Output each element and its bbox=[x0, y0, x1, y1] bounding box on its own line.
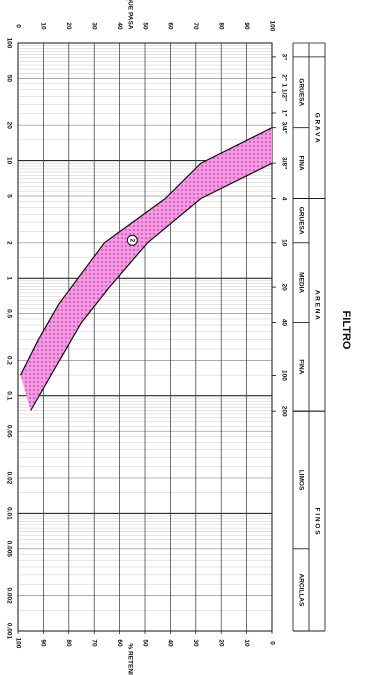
subzone-label: FINA bbox=[297, 359, 304, 374]
zone-label: F I N O S bbox=[313, 508, 320, 536]
y-tick-label: 70 bbox=[192, 22, 199, 30]
y2-tick-label: 100 bbox=[14, 638, 21, 649]
size-tick-label: 20 bbox=[5, 122, 12, 130]
sieve-label: 4 bbox=[280, 197, 287, 201]
size-tick-label: 0.1 bbox=[5, 391, 12, 400]
sieve-label: 1" bbox=[280, 110, 287, 117]
y-tick-label: 40 bbox=[116, 22, 123, 30]
size-tick-label: 0.005 bbox=[5, 541, 12, 558]
y-tick-label: 50 bbox=[141, 22, 148, 30]
sieve-label: 1 1/2" bbox=[280, 84, 287, 102]
y2-tick-label: 10 bbox=[243, 639, 250, 647]
y2-tick-label: 90 bbox=[40, 639, 47, 647]
sieve-label: 20 bbox=[280, 283, 287, 291]
y2-tick-label: 20 bbox=[217, 639, 224, 647]
size-tick-label: 0.5 bbox=[5, 309, 12, 318]
y-tick-label: 10 bbox=[40, 22, 47, 30]
sieve-label: 200 bbox=[280, 406, 287, 417]
y-tick-label: 100 bbox=[268, 21, 275, 32]
grading-line bbox=[30, 162, 273, 411]
y-tick-label: 0 bbox=[14, 24, 21, 28]
sieve-label: 10 bbox=[280, 239, 287, 247]
subzone-label: GRUESA bbox=[297, 78, 304, 106]
grading-line bbox=[20, 127, 273, 376]
x-axis-title: % RETENIDO bbox=[126, 643, 133, 675]
zone-label: A R E N A bbox=[313, 290, 320, 320]
y2-tick-label: 70 bbox=[90, 639, 97, 647]
size-tick-label: 0.001 bbox=[5, 623, 12, 640]
y-tick-label: 20 bbox=[65, 22, 72, 30]
subzone-label: MEDIA bbox=[297, 272, 304, 293]
subzone-label: ARCILLAS bbox=[297, 573, 304, 607]
sieve-label: 2" bbox=[280, 74, 287, 81]
sieve-label: 3/4" bbox=[280, 122, 287, 134]
size-tick-label: 100 bbox=[5, 38, 12, 49]
y-tick-label: 80 bbox=[217, 22, 224, 30]
zone-label: G R A V A bbox=[313, 113, 320, 143]
sieve-label: 3/8" bbox=[280, 157, 287, 169]
sieve-label: 40 bbox=[280, 319, 287, 327]
y2-tick-label: 80 bbox=[65, 639, 72, 647]
size-tick-label: 50 bbox=[5, 75, 12, 83]
size-tick-label: 0.05 bbox=[5, 425, 12, 438]
size-tick-label: 1 bbox=[5, 276, 12, 280]
size-tick-label: 0.002 bbox=[5, 587, 12, 604]
subzone-label: GRUESA bbox=[297, 207, 304, 235]
y2-tick-label: 30 bbox=[192, 639, 199, 647]
subzone-label: LIMOS bbox=[297, 470, 304, 491]
sieve-label: 3" bbox=[280, 54, 287, 61]
subzone-label: FINA bbox=[297, 156, 304, 171]
size-tick-label: 0.01 bbox=[5, 507, 12, 520]
y2-tick-label: 40 bbox=[167, 639, 174, 647]
band-fill bbox=[20, 127, 272, 411]
size-tick-label: 0.2 bbox=[5, 356, 12, 365]
size-tick-label: 10 bbox=[5, 157, 12, 165]
sieve-label: 100 bbox=[280, 370, 287, 381]
size-tick-label: 2 bbox=[5, 241, 12, 245]
annotation-circle bbox=[126, 234, 138, 246]
y2-tick-label: 50 bbox=[141, 639, 148, 647]
y2-tick-label: 0 bbox=[268, 641, 275, 645]
size-tick-label: 5 bbox=[5, 194, 12, 198]
chart-title: FILTRO bbox=[340, 311, 352, 350]
size-tick-label: 0.02 bbox=[5, 472, 12, 485]
y2-tick-label: 60 bbox=[116, 639, 123, 647]
y-tick-label: 90 bbox=[243, 22, 250, 30]
y-tick-label: 30 bbox=[90, 22, 97, 30]
plot-frame bbox=[17, 42, 273, 632]
y-axis-title: % QUE PASA bbox=[126, 0, 133, 30]
annotation: 2 bbox=[129, 238, 136, 242]
y-tick-label: 60 bbox=[167, 22, 174, 30]
